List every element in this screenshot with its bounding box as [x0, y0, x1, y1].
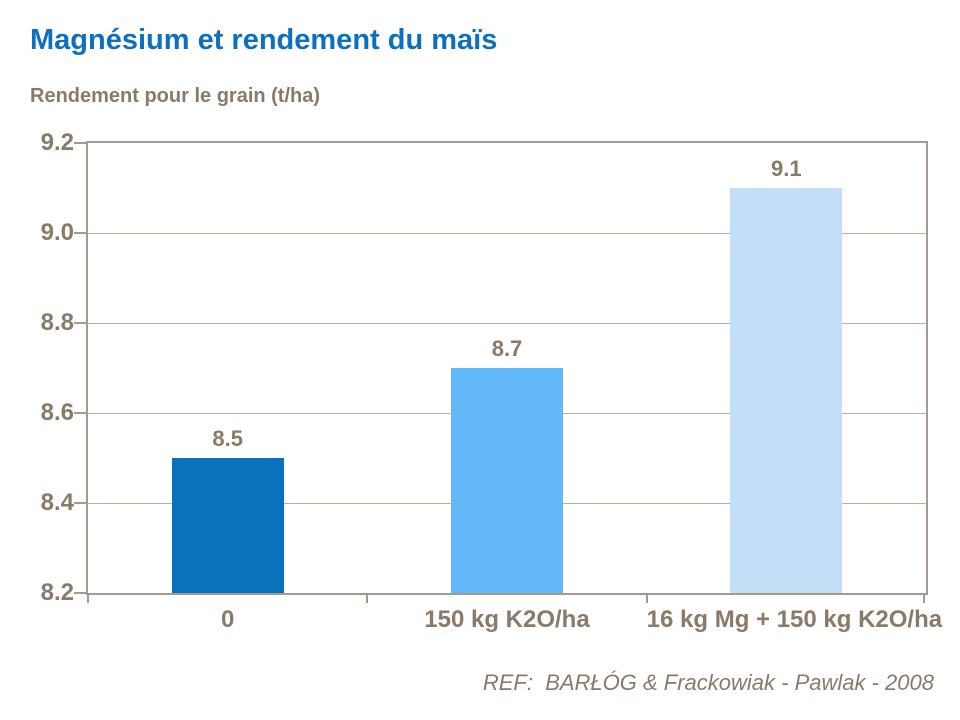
x-category-label: 0 — [220, 606, 235, 633]
y-tick-label: 8.6 — [40, 399, 74, 426]
y-tick-mark — [74, 412, 86, 414]
y-tick-label: 8.4 — [40, 489, 74, 516]
x-category-label: 16 kg Mg + 150 kg K2O/ha — [646, 606, 943, 633]
y-axis-title: Rendement pour le grain (t/ha) — [30, 85, 321, 107]
y-tick-mark — [74, 322, 86, 324]
x-tick-mark — [366, 593, 369, 603]
bar — [451, 368, 563, 593]
gridline — [88, 232, 926, 234]
y-tick-mark — [74, 142, 86, 144]
x-tick-mark — [87, 593, 89, 603]
y-tick-mark — [74, 502, 86, 504]
y-tick-label: 9.2 — [40, 129, 74, 156]
gridline — [88, 322, 926, 324]
x-category-label: 150 kg K2O/ha — [424, 606, 590, 633]
y-tick-mark — [74, 592, 86, 594]
y-tick-label: 8.8 — [40, 309, 74, 336]
y-tick-label: 9.0 — [40, 219, 74, 246]
reference-text: REF: BARŁÓG & Frackowiak - Pawlak - 2008 — [482, 670, 934, 695]
x-tick-mark — [923, 593, 925, 603]
x-tick-mark — [645, 593, 648, 603]
plot-area: 8.5 8.7 9.1 — [86, 141, 928, 595]
bar — [171, 458, 284, 593]
bar-value-label: 8.5 — [212, 426, 243, 451]
bar-value-label: 9.1 — [771, 156, 802, 181]
page-title: Magnésium et rendement du maïs — [30, 24, 498, 56]
y-tick-label: 8.2 — [40, 579, 74, 606]
bar — [730, 188, 843, 593]
bar-value-label: 8.7 — [491, 336, 523, 361]
y-tick-mark — [74, 232, 86, 234]
